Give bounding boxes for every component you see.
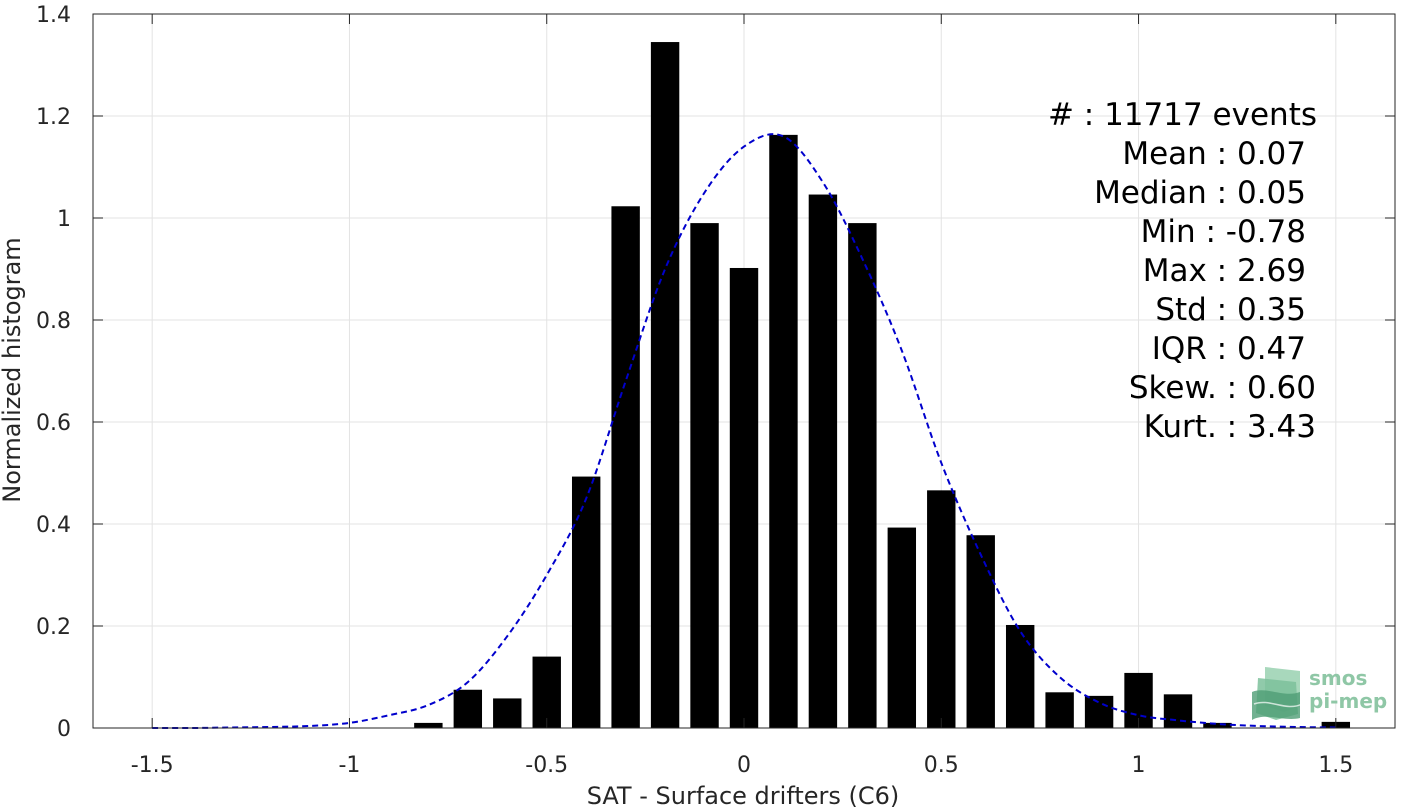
stat-median: Median : 0.05 (1094, 175, 1306, 211)
fit-curve-group (152, 133, 1336, 730)
stat-iqr: IQR : 0.47 (1152, 331, 1306, 367)
stat-kurt: Kurt. : 3.43 (1144, 409, 1316, 445)
stat-max: Max : 2.69 (1143, 253, 1306, 289)
logo-emblem-icon (1252, 667, 1303, 720)
histogram-bar (966, 535, 995, 728)
y-tick-label: 0 (57, 717, 71, 742)
histogram-bar (848, 223, 877, 728)
smos-pimep-logo: smos pi-mep (1252, 666, 1387, 720)
histogram-bar (611, 206, 640, 728)
y-tick-label: 0.6 (36, 411, 71, 436)
y-tick-label: 0.4 (36, 513, 71, 538)
histogram-bar (690, 223, 719, 728)
x-tick-label: 0.5 (924, 753, 959, 778)
y-axis-label: Normalized histogram (0, 237, 26, 502)
stat-events: # : 11717 events (1048, 97, 1317, 133)
y-tick-label: 1.4 (36, 3, 71, 28)
x-tick-label: -1 (338, 753, 360, 778)
histogram-bar (1163, 694, 1193, 728)
x-tick-label: -0.5 (525, 753, 568, 778)
histogram-bar (414, 722, 443, 728)
histogram-bar (1005, 624, 1035, 728)
logo-line2: pi-mep (1309, 689, 1387, 713)
y-tick-label: 1.2 (36, 105, 71, 130)
histogram-bar (808, 194, 838, 729)
histogram-bar (532, 656, 561, 728)
histogram-bar (1084, 695, 1114, 728)
histogram-bar (927, 490, 956, 728)
y-tick-label: 0.2 (36, 615, 71, 640)
y-tick-label: 1 (57, 207, 71, 232)
histogram-bar (453, 689, 483, 728)
stats-box: # : 11717 events Mean : 0.07 Median : 0.… (1048, 97, 1317, 445)
histogram-bar (769, 134, 798, 728)
fit-curve (152, 133, 1336, 730)
histogram-bar (1203, 722, 1232, 728)
histogram-bar (493, 698, 522, 728)
x-tick-label: 1 (1132, 753, 1146, 778)
y-tick-label: 0.8 (36, 309, 71, 334)
histogram-bar (887, 527, 917, 728)
stat-min: Min : -0.78 (1141, 214, 1306, 250)
logo-line1: smos (1309, 666, 1367, 690)
histogram-bar (1045, 692, 1074, 728)
x-tick-label: -1.5 (131, 753, 174, 778)
tick-labels: -1.5 -1 -0.5 0 0.5 1 1.5 0 0.2 0.4 0.6 0.8 1 1.2 1.4 (36, 3, 1353, 778)
histogram-bar (650, 42, 680, 729)
stat-skew: Skew. : 0.60 (1129, 370, 1316, 406)
grid (93, 13, 1395, 729)
stat-std: Std : 0.35 (1155, 292, 1306, 328)
x-tick-label: 1.5 (1318, 753, 1353, 778)
histogram-bar (729, 267, 759, 728)
x-tick-label: 0 (737, 753, 751, 778)
histogram-bar (571, 476, 601, 728)
stat-mean: Mean : 0.07 (1122, 136, 1306, 172)
x-axis-label: SAT - Surface drifters (C6) (587, 782, 900, 809)
axes (92, 13, 1396, 729)
